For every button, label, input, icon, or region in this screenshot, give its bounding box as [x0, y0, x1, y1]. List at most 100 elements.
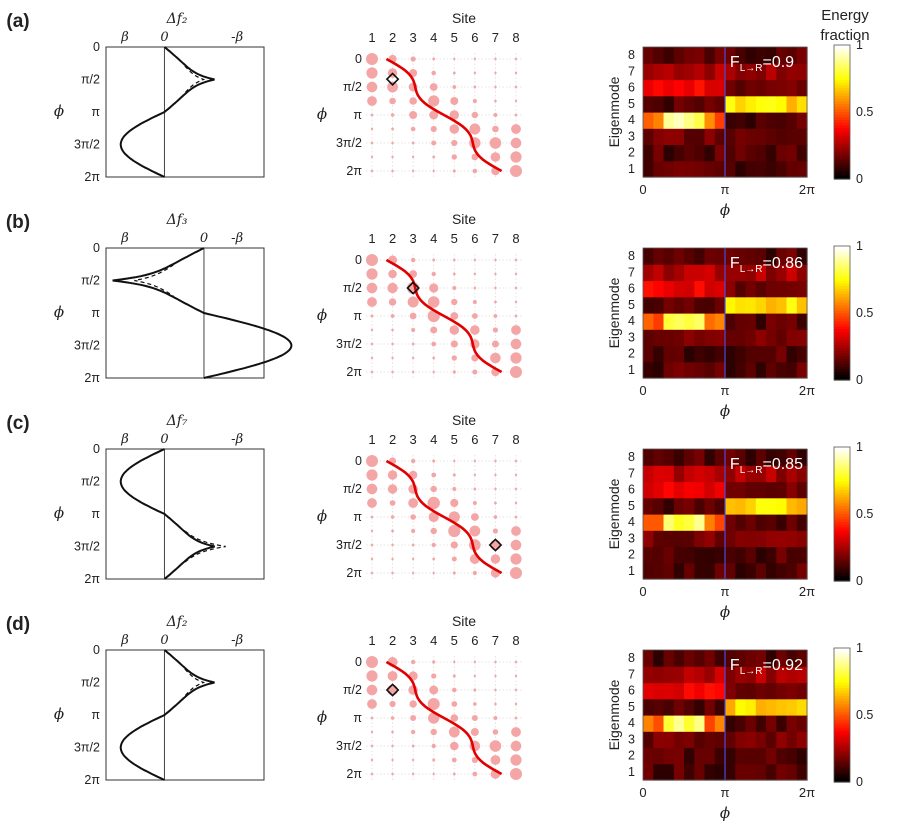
heatmap-cell	[755, 280, 767, 298]
heatmap-cell	[663, 666, 675, 684]
heatmap-cell	[755, 313, 767, 330]
x-tick-label: 6	[471, 30, 478, 45]
heatmap-cell	[684, 465, 695, 483]
heatmap-cell	[704, 128, 716, 146]
site-plot: Site 1 2 3 4 5 6 7 8 0 π/2 π 3π/2 2π ϕ	[317, 211, 522, 379]
heatmap-cell	[673, 530, 685, 548]
site-dot	[510, 338, 522, 350]
x-tick-label: 7	[492, 231, 499, 246]
site-dot	[492, 729, 499, 735]
colorbar-segment	[834, 280, 850, 285]
site-dot	[452, 487, 457, 491]
heatmap-cell	[673, 345, 685, 363]
colorbar-segment	[834, 47, 850, 51]
colorbar-segment	[834, 530, 850, 534]
heatmap-cell	[673, 280, 685, 298]
heatmap-cell	[673, 296, 685, 314]
heatmap-cell	[694, 682, 706, 700]
x-tick-label: 4	[430, 231, 437, 246]
colorbar-segment	[834, 688, 850, 692]
heatmap-cell	[653, 248, 665, 265]
site-dot	[432, 169, 435, 173]
colorbar-segment	[834, 540, 850, 545]
heatmap-cell	[714, 160, 726, 178]
y-tick-label: 2π	[84, 371, 100, 385]
site-dot	[387, 671, 398, 681]
x-tick-label: 5	[451, 432, 458, 447]
heatmap-cell	[755, 345, 767, 363]
heatmap-cell	[684, 345, 695, 363]
site-dot	[470, 728, 479, 736]
site-dot	[431, 140, 437, 146]
site-dot	[473, 57, 477, 61]
heatmap-cell	[745, 731, 757, 749]
y-tick-label: 4	[628, 113, 635, 127]
colorbar-segment	[834, 717, 850, 721]
y-tick-label: π	[91, 105, 100, 119]
heatmap-cell	[796, 264, 808, 282]
colorbar-segment	[834, 658, 850, 662]
heatmap-cell	[653, 79, 665, 97]
heatmap-cell	[796, 128, 808, 146]
heatmap-cell	[745, 666, 757, 684]
x-tick-label: 2	[389, 432, 396, 447]
site-dot	[427, 698, 440, 710]
site-dot	[370, 155, 374, 159]
heatmap-cell	[766, 128, 777, 146]
heatmap-cell	[796, 715, 808, 732]
colorbar-segment	[834, 337, 850, 341]
site-dot	[494, 286, 497, 290]
heatmap-cell	[673, 465, 685, 483]
heatmap-cell	[786, 666, 798, 684]
site-dot	[366, 670, 378, 682]
site-dot	[411, 155, 415, 159]
colorbar-segment	[834, 283, 850, 287]
site-dot	[514, 660, 518, 664]
heatmap-cell	[745, 313, 757, 330]
heatmap-cell	[694, 747, 706, 765]
x-tick-label: 5	[451, 231, 458, 246]
heatmap-cell	[663, 530, 675, 548]
heatmap-cell	[735, 361, 747, 379]
heatmap-cell	[663, 562, 675, 580]
heatmap-cell	[755, 731, 767, 749]
x-tick-label: π	[721, 182, 730, 197]
heatmap-cell	[663, 747, 675, 765]
site-dot	[514, 99, 518, 103]
site-dot	[471, 153, 479, 161]
heatmap-cell	[766, 248, 777, 265]
site-dot	[473, 258, 477, 262]
panel-label: (a)	[6, 11, 29, 32]
x-tick-label: β	[120, 231, 129, 246]
colorbar-segment	[834, 152, 850, 156]
heatmap-cell	[786, 47, 798, 64]
heatmap-cell	[653, 562, 665, 580]
y-tick-label: 4	[628, 314, 635, 328]
heatmap-cell	[776, 682, 788, 700]
heatmap-cell	[653, 280, 665, 298]
plot-title: Δf₃	[166, 212, 188, 228]
site-dot	[432, 571, 435, 575]
heatmap-cell	[766, 296, 777, 314]
x-tick-label: 0	[639, 182, 646, 197]
heatmap-cell	[653, 481, 665, 499]
colorbar-segment	[834, 63, 850, 68]
y-tick-label: 6	[628, 81, 635, 95]
colorbar-segment	[834, 53, 850, 57]
heatmap-cell	[755, 530, 767, 548]
heatmap-cell	[776, 329, 788, 347]
site-dot	[472, 369, 478, 375]
site-dot	[370, 356, 374, 360]
colorbar-segment	[834, 768, 850, 772]
colorbar-tick-label: 0.5	[856, 306, 873, 320]
colorbar-segment	[834, 723, 850, 727]
heatmap-cell	[755, 264, 767, 282]
colorbar-segment	[834, 307, 850, 311]
site-dot	[510, 366, 522, 378]
heatmap-cell	[663, 763, 675, 781]
transfer-path	[385, 660, 503, 776]
x-tick-label: 5	[451, 633, 458, 648]
heatmap-cell	[663, 248, 675, 265]
heatmap-cell	[796, 449, 808, 466]
eigenmode-heatmap: 1 2 3 4 5 6 7 8 0 π 2π ϕ Eigenmode FL→R=0.86	[606, 247, 815, 420]
